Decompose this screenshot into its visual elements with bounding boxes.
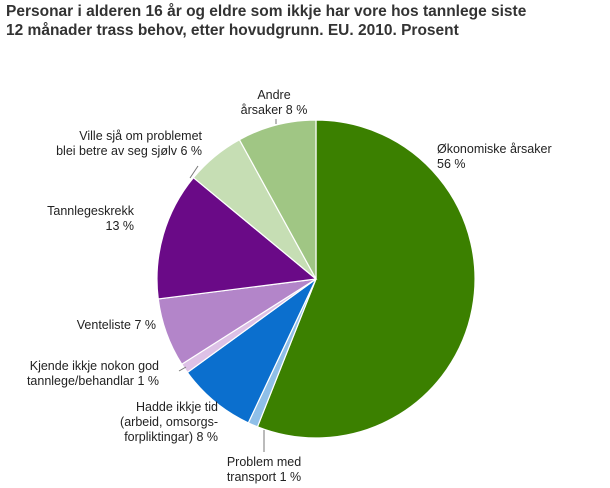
chart-title: Personar i alderen 16 år og eldre som ik… [6,2,606,40]
slice-label-1-line-2: 56 % [437,157,466,171]
slice-label-3-line-2: (arbeid, omsorgs- [120,415,218,429]
slice-label-6-line-1: Tannlegeskrekk [47,204,135,218]
slice-label-4-line-1: Kjende ikkje nokon god [30,359,159,373]
slice-label-3-line-3: forpliktingar) 8 % [124,430,218,444]
slice-leader-line-4 [178,366,187,372]
slice-label-6: Tannlegeskrekk 13 % [47,204,135,233]
slice-label-3-line-1: Hadde ikkje tid [136,400,218,414]
slice-label-4: Kjende ikkje nokon god tannlege/behandlar… [27,359,159,388]
slice-label-2-line-1: Problem med [227,455,301,469]
slice-label-8: Andre årsaker 8 % [241,88,308,117]
slice-label-1: Økonomiske årsaker 56 % [437,142,552,171]
slice-label-6-line-2: 13 % [106,219,135,233]
slice-label-8-line-1: Andre [257,88,290,102]
pie-slice-1 [256,119,476,439]
slice-label-8-line-2: årsaker 8 % [241,103,308,117]
slice-label-4-line-2: tannlege/behandlar 1 % [27,374,159,388]
slice-label-7-line-2: blei betre av seg sjølv 6 % [56,144,202,158]
slice-label-5-line-1: Venteliste 7 % [77,318,156,332]
slice-label-2-line-2: transport 1 % [227,470,301,484]
slice-leader-line-7 [189,165,199,179]
slice-label-7: Ville sjå om problemet blei betre av seg … [56,129,202,158]
slice-label-5: Venteliste 7 % [77,318,156,332]
chart-title-line-2: 12 månader trass behov, etter hovudgrunn… [6,22,459,39]
slice-label-3: Hadde ikkje tid (arbeid, omsorgs-forplikt… [120,400,218,444]
slice-label-1-line-1: Økonomiske årsaker [437,142,552,156]
slice-label-7-line-1: Ville sjå om problemet [79,129,202,143]
pie-slice-6 [156,176,318,300]
chart-title-line-1: Personar i alderen 16 år og eldre som ik… [6,3,527,20]
pie-slice-8 [238,119,317,280]
slice-label-2: Problem med transport 1 % [227,455,301,484]
